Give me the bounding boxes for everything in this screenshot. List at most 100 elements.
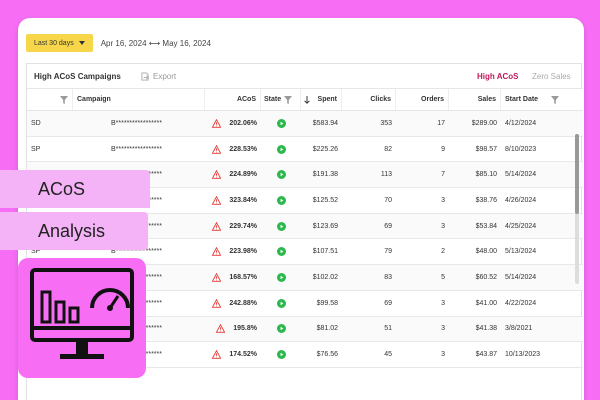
acos-cell: 229.74% bbox=[205, 214, 261, 239]
caret-down-icon bbox=[78, 41, 85, 45]
play-icon[interactable] bbox=[276, 272, 286, 282]
play-icon[interactable] bbox=[276, 195, 286, 205]
clicks-value: 70 bbox=[384, 196, 392, 204]
filter-icon[interactable] bbox=[284, 95, 293, 104]
state-cell bbox=[261, 162, 301, 187]
orders-value: 17 bbox=[437, 119, 445, 127]
clicks-value: 69 bbox=[384, 222, 392, 230]
play-icon[interactable] bbox=[276, 247, 286, 257]
table-row[interactable]: SD B***************** 202.06% $583.94 353 17 $… bbox=[27, 111, 583, 137]
clicks-value: 45 bbox=[384, 351, 392, 359]
orders-value: 3 bbox=[441, 299, 445, 307]
campaign-column-header[interactable]: Campaign bbox=[73, 89, 205, 110]
state-cell bbox=[261, 342, 301, 367]
campaign-name: B***************** bbox=[111, 145, 162, 153]
acos-value: 323.84% bbox=[229, 196, 257, 204]
sales-value: $41.00 bbox=[475, 299, 497, 307]
campaign-name: B***************** bbox=[111, 119, 162, 127]
acos-badge: ACoS bbox=[0, 170, 150, 208]
orders-value: 2 bbox=[441, 248, 445, 256]
sales-value: $53.84 bbox=[475, 222, 497, 230]
table-row[interactable]: SP B***************** 228.53% $225.26 82 9 $98… bbox=[27, 137, 583, 163]
clicks-value: 69 bbox=[384, 299, 392, 307]
play-icon[interactable] bbox=[276, 118, 286, 128]
tab-zero-sales[interactable]: Zero Sales bbox=[532, 71, 571, 81]
sales-value: $43.87 bbox=[475, 351, 497, 359]
play-icon[interactable] bbox=[276, 170, 286, 180]
acos-value: 242.88% bbox=[229, 299, 257, 307]
toolbar: Last 30 days Apr 16, 2024 ⟷ May 16, 2024 bbox=[26, 34, 211, 52]
dashboard-monitor-icon bbox=[18, 258, 146, 378]
start-date-column-header[interactable]: Start Date bbox=[501, 89, 563, 110]
spent-value: $81.02 bbox=[316, 325, 338, 333]
type-column-header[interactable] bbox=[27, 89, 73, 110]
acos-value: 223.98% bbox=[229, 248, 257, 256]
campaign-type: SD bbox=[31, 119, 41, 127]
warning-icon bbox=[212, 144, 222, 154]
orders-value: 3 bbox=[441, 351, 445, 359]
sales-value: $48.00 bbox=[475, 248, 497, 256]
acos-cell: 195.8% bbox=[205, 317, 261, 342]
orders-value: 3 bbox=[441, 325, 445, 333]
filter-icon[interactable] bbox=[551, 95, 559, 104]
clicks-value: 83 bbox=[384, 273, 392, 281]
acos-cell: 323.84% bbox=[205, 188, 261, 213]
analysis-badge-label: Analysis bbox=[38, 220, 106, 241]
play-icon[interactable] bbox=[276, 221, 286, 231]
acos-value: 202.06% bbox=[229, 119, 257, 127]
play-icon[interactable] bbox=[276, 144, 286, 154]
export-button[interactable]: Export bbox=[141, 72, 176, 81]
acos-badge-label: ACoS bbox=[38, 178, 86, 199]
play-icon[interactable] bbox=[276, 350, 286, 360]
play-icon[interactable] bbox=[276, 324, 286, 334]
orders-column-header[interactable]: Orders bbox=[396, 89, 449, 110]
clicks-value: 113 bbox=[380, 171, 392, 179]
acos-cell: 228.53% bbox=[205, 137, 261, 162]
start-date-value: 5/14/2024 bbox=[505, 171, 537, 179]
orders-value: 3 bbox=[441, 222, 445, 230]
acos-cell: 168.57% bbox=[205, 265, 261, 290]
scrollbar-thumb[interactable] bbox=[575, 134, 579, 214]
date-range-dropdown[interactable]: Last 30 days bbox=[26, 34, 93, 52]
spent-column-header[interactable]: Spent bbox=[301, 89, 342, 110]
acos-cell: 174.52% bbox=[205, 342, 261, 367]
warning-icon bbox=[212, 247, 222, 257]
sales-value: $98.57 bbox=[475, 145, 497, 153]
acos-value: 228.53% bbox=[229, 145, 257, 153]
panel-header: High ACoS Campaigns Export High ACoS Zer… bbox=[27, 64, 581, 88]
table-row[interactable]: SP B***************** 223.98% $107.51 79 2 $48… bbox=[27, 239, 583, 266]
start-date-value: 5/13/2024 bbox=[505, 248, 537, 256]
campaign-name: B***************** bbox=[111, 248, 162, 256]
spent-column-label: Spent bbox=[317, 96, 337, 103]
sales-column-header[interactable]: Sales bbox=[449, 89, 501, 110]
filter-icon[interactable] bbox=[60, 95, 68, 104]
state-column-header[interactable]: State bbox=[261, 89, 301, 110]
sales-value: $85.10 bbox=[475, 171, 497, 179]
acos-column-header[interactable]: ACoS bbox=[205, 89, 261, 110]
table-header: Campaign ACoS State Spent Clicks Orders … bbox=[27, 88, 583, 111]
start-date-value: 3/8/2021 bbox=[505, 325, 533, 333]
clicks-column-header[interactable]: Clicks bbox=[342, 89, 396, 110]
state-cell bbox=[261, 111, 301, 136]
acos-value: 224.89% bbox=[229, 171, 257, 179]
campaign-type: SP bbox=[31, 248, 41, 256]
state-cell bbox=[261, 239, 301, 264]
spent-value: $191.38 bbox=[312, 171, 338, 179]
start-date-value: 4/26/2024 bbox=[505, 196, 537, 204]
state-cell bbox=[261, 214, 301, 239]
spent-value: $225.26 bbox=[312, 145, 338, 153]
spent-value: $583.94 bbox=[312, 119, 338, 127]
date-range-dropdown-label: Last 30 days bbox=[34, 39, 74, 47]
warning-icon bbox=[212, 221, 222, 231]
play-icon[interactable] bbox=[276, 298, 286, 308]
sort-down-icon[interactable] bbox=[303, 95, 311, 104]
tab-high-acos[interactable]: High ACoS bbox=[477, 71, 519, 81]
state-cell bbox=[261, 137, 301, 162]
acos-value: 168.57% bbox=[229, 273, 257, 281]
start-date-value: 4/22/2024 bbox=[505, 299, 537, 307]
acos-value: 174.52% bbox=[229, 351, 257, 359]
sales-value: $60.52 bbox=[475, 273, 497, 281]
spent-value: $99.58 bbox=[316, 299, 338, 307]
clicks-value: 79 bbox=[384, 248, 392, 256]
acos-cell: 223.98% bbox=[205, 239, 261, 264]
